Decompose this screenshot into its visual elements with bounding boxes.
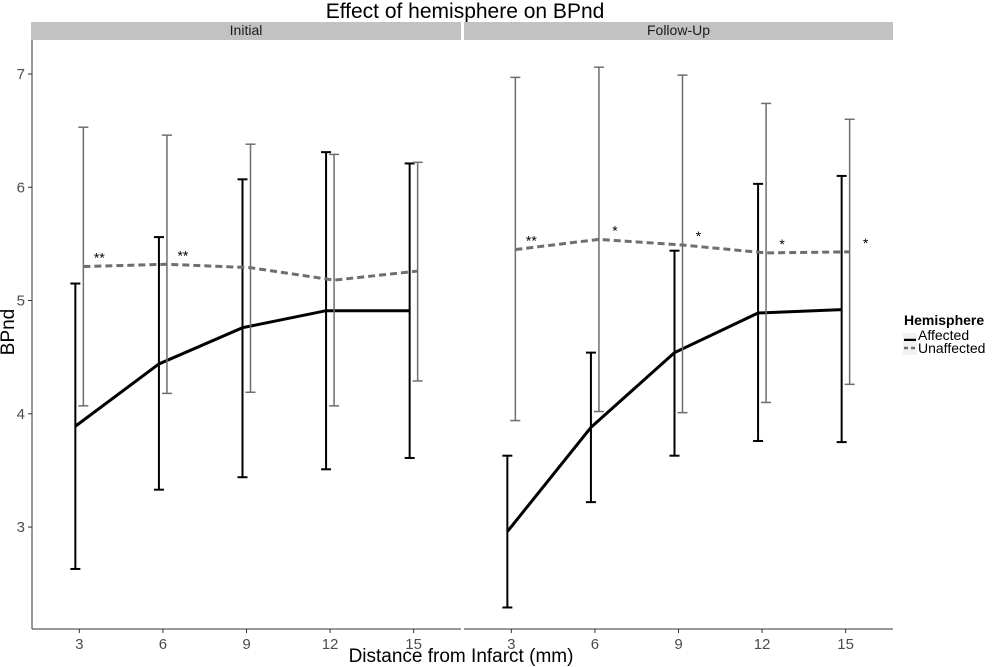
x-tick-label: 9	[674, 636, 682, 653]
x-tick-label: 15	[837, 636, 854, 653]
legend-title: Hemisphere	[904, 312, 984, 328]
significance-marker: **	[177, 247, 188, 263]
series-line-affected	[74, 309, 410, 428]
significance-marker: **	[526, 233, 537, 249]
significance-marker: *	[779, 236, 785, 252]
y-tick-label: 4	[17, 406, 25, 423]
significance-marker: *	[696, 228, 702, 244]
legend: Hemisphere Affected Unaffected	[903, 312, 985, 356]
x-tick-label: 3	[507, 636, 515, 653]
error-bar-unaffected	[761, 102, 772, 404]
legend-key-unaffected-bg	[903, 341, 917, 355]
series-line-unaffected	[83, 262, 418, 282]
x-axis-title: Distance from Infarct (mm)	[349, 646, 574, 667]
legend-label-unaffected: Unaffected	[918, 340, 985, 356]
x-tick-label: 15	[405, 636, 422, 653]
error-bar-affected	[836, 174, 847, 444]
y-tick-label: 3	[17, 519, 25, 536]
y-tick-label: 5	[17, 293, 25, 310]
x-tick-label: 12	[322, 636, 339, 653]
facet-strip-label: Initial	[230, 22, 263, 38]
x-tick-label: 3	[75, 636, 83, 653]
error-bar-unaffected	[593, 66, 604, 413]
panel-follow-up: Follow-Up3 6 9 12 15*** * * *	[464, 22, 893, 653]
y-tick-label: 7	[17, 66, 25, 83]
series-line-affected	[506, 308, 842, 533]
x-tick-label: 6	[159, 636, 167, 653]
facet-strip	[31, 22, 461, 40]
facet-strip	[464, 22, 893, 40]
significance-marker: *	[612, 222, 618, 238]
chart-title: Effect of hemisphere on BPnd	[326, 0, 605, 23]
significance-marker: *	[863, 235, 869, 251]
x-tick-label: 9	[242, 636, 250, 653]
facet-strip-label: Follow-Up	[647, 22, 710, 38]
axis-titles: Distance from Infarct (mm) BPnd	[0, 309, 573, 667]
error-bar-unaffected	[329, 153, 340, 407]
y-tick-label: 6	[17, 179, 25, 196]
error-bar-affected	[502, 454, 513, 609]
x-tick-label: 6	[591, 636, 599, 653]
panel-initial: Initial 3 4 5 6 7 3 6 9 12 15 ** **	[17, 22, 461, 653]
chart-title-layer: Effect of hemisphere on BPnd	[326, 0, 605, 23]
legend-label-affected: Affected	[918, 327, 969, 343]
significance-marker: **	[94, 250, 105, 266]
y-axis-title: BPnd	[0, 309, 19, 355]
x-tick-label: 12	[754, 636, 771, 653]
series-line-unaffected	[515, 237, 850, 255]
